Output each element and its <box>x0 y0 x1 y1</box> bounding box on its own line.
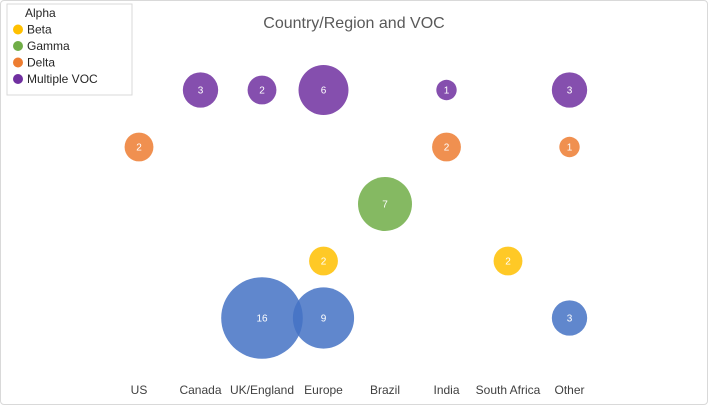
bubble-beta-europe <box>309 246 338 276</box>
bubble-label-alpha-other: 3 <box>567 314 573 325</box>
x-tick-label-south-africa: South Africa <box>476 383 541 397</box>
x-axis-tick-labels: US Canada UK/England Europe Brazil India South… <box>131 383 585 397</box>
x-tick-label-canada: Canada <box>179 383 221 397</box>
bubble-alpha-other <box>551 300 588 336</box>
bubble-label-alpha-europe: 9 <box>321 314 327 325</box>
legend-label-gamma: Gamma <box>27 39 70 53</box>
x-tick-label-us: US <box>131 383 148 397</box>
bubble-multiple-voc-other <box>551 72 588 108</box>
legend-marker-gamma <box>13 41 23 51</box>
legend-marker-beta <box>13 24 23 35</box>
bubble-delta-india <box>432 132 461 162</box>
legend-marker-delta <box>13 57 23 68</box>
bubble-label-beta-south-africa: 2 <box>505 257 511 268</box>
legend-label-delta: Delta <box>27 56 55 70</box>
bubble-label-delta-india: 2 <box>444 143 450 154</box>
bubble-delta-other <box>559 136 580 158</box>
bubble-label-multiple-voc-europe: 6 <box>321 86 327 97</box>
bubble-label-delta-other: 1 <box>567 143 573 154</box>
bubble-label-gamma-brazil: 7 <box>382 200 388 211</box>
legend-marker-multiple-voc <box>13 74 23 84</box>
bubble-alpha-uk-england <box>221 277 303 359</box>
bubble-label-beta-europe: 2 <box>321 257 327 268</box>
bubble-multiple-voc-uk-england <box>247 75 277 105</box>
bubble-beta-south-africa <box>493 246 523 276</box>
legend-label-alpha: Alpha <box>25 6 56 20</box>
legend-box <box>6 3 133 96</box>
x-tick-label-other: Other <box>554 383 584 397</box>
x-tick-label-brazil: Brazil <box>370 383 400 397</box>
bubble-multiple-voc-india <box>436 79 457 101</box>
bubble-label-delta-us: 2 <box>136 143 142 154</box>
legend-label-beta: Beta <box>27 23 52 37</box>
x-tick-label-uk-england: UK/England <box>230 383 294 397</box>
legend-label-multiple-voc: Multiple VOC <box>27 72 98 86</box>
bubble-label-multiple-voc-india: 1 <box>444 86 450 97</box>
bubble-multiple-voc-canada <box>182 72 219 108</box>
legend: Alpha Beta Gamma Delta Multiple VOC <box>6 3 133 96</box>
x-tick-label-india: India <box>433 383 459 397</box>
chart-title: Country/Region and VOC <box>263 15 444 32</box>
bubble-layer: 16 9 7 6 3 3 3 2 2 2 2 2 1 1 <box>124 65 588 359</box>
x-tick-label-europe: Europe <box>304 383 343 397</box>
bubble-label-multiple-voc-uk-england: 2 <box>259 86 265 97</box>
bubble-alpha-europe <box>292 287 355 349</box>
bubble-gamma-brazil <box>358 177 412 231</box>
bubble-label-alpha-uk-england: 16 <box>256 314 268 325</box>
bubble-label-multiple-voc-other: 3 <box>567 86 573 97</box>
bubble-multiple-voc-europe <box>298 65 349 115</box>
bubble-label-multiple-voc-canada: 3 <box>198 86 204 97</box>
bubble-delta-us <box>124 132 154 162</box>
